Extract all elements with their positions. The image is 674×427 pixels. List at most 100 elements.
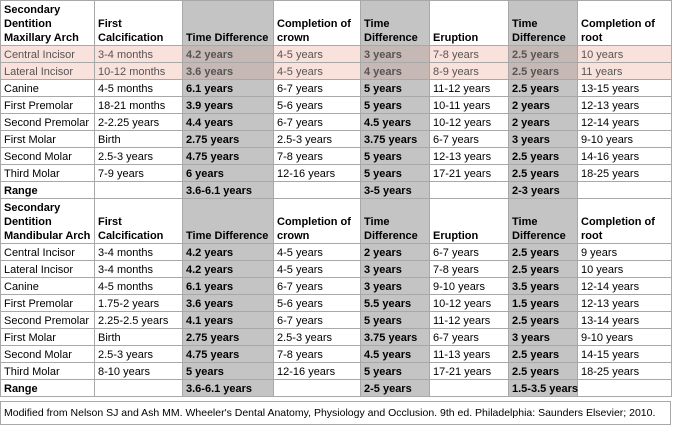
range-time-difference-3: 1.5-3.5 years [508, 379, 578, 397]
range-completion-of-root [577, 181, 672, 199]
range-completion-of-crown [273, 181, 361, 199]
cell-first-calcification: 3-4 months [94, 243, 183, 261]
cell-first-calcification: Birth [94, 130, 183, 148]
maxillary-header-time-difference-2: Time Difference [360, 0, 430, 46]
cell-time-difference-2: 3 years [360, 260, 430, 278]
cell-time-difference-1: 4.2 years [182, 260, 274, 278]
range-eruption [429, 181, 509, 199]
cell-eruption: 6-7 years [429, 130, 509, 148]
maxillary-range-row: Range 3.6-6.1 years 3-5 years 2-3 years [0, 181, 672, 199]
cell-eruption: 11-12 years [429, 311, 509, 329]
range-label: Range [0, 181, 95, 199]
cell-time-difference-3: 2.5 years [508, 243, 578, 261]
table-row: First Molar Birth 2.75 years 2.5-3 years 3.7… [0, 130, 672, 148]
cell-time-difference-1: 6 years [182, 164, 274, 182]
cell-completion-of-root: 14-16 years [577, 147, 672, 165]
cell-completion-of-crown: 7-8 years [273, 147, 361, 165]
cell-time-difference-1: 5 years [182, 362, 274, 380]
cell-eruption: 10-11 years [429, 96, 509, 114]
cell-completion-of-crown: 6-7 years [273, 311, 361, 329]
cell-completion-of-root: 12-14 years [577, 113, 672, 131]
mandibular-header-tooth: Secondary Dentition Mandibular Arch [0, 198, 95, 244]
cell-first-calcification: 7-9 years [94, 164, 183, 182]
cell-first-calcification: 2.25-2.5 years [94, 311, 183, 329]
range-time-difference-2: 2-5 years [360, 379, 430, 397]
cell-time-difference-2: 5 years [360, 362, 430, 380]
cell-completion-of-crown: 2.5-3 years [273, 130, 361, 148]
cell-time-difference-2: 3.75 years [360, 328, 430, 346]
cell-completion-of-root: 12-13 years [577, 294, 672, 312]
range-label: Range [0, 379, 95, 397]
cell-time-difference-3: 3 years [508, 328, 578, 346]
cell-eruption: 6-7 years [429, 243, 509, 261]
cell-tooth: Second Molar [0, 345, 95, 363]
mandibular-header-completion-of-root: Completion of root [577, 198, 672, 244]
cell-time-difference-3: 2.5 years [508, 45, 578, 63]
range-time-difference-1: 3.6-6.1 years [182, 181, 274, 199]
cell-eruption: 12-13 years [429, 147, 509, 165]
cell-time-difference-2: 3.75 years [360, 130, 430, 148]
range-time-difference-1: 3.6-6.1 years [182, 379, 274, 397]
cell-tooth: Third Molar [0, 362, 95, 380]
mandibular-header-time-difference-1: Time Difference [182, 198, 274, 244]
table-row: Second Molar 2.5-3 years 4.75 years 7-8 yea… [0, 147, 672, 165]
cell-first-calcification: 18-21 months [94, 96, 183, 114]
table-row: Lateral Incisor 3-4 months 4.2 years 4-5 ye… [0, 260, 672, 278]
cell-time-difference-3: 2.5 years [508, 147, 578, 165]
table-row: Third Molar 8-10 years 5 years 12-16 years 5… [0, 362, 672, 380]
citation-footnote: Modified from Nelson SJ and Ash MM. Whee… [0, 401, 671, 425]
cell-eruption: 10-12 years [429, 113, 509, 131]
cell-time-difference-3: 2.5 years [508, 164, 578, 182]
cell-time-difference-3: 2.5 years [508, 362, 578, 380]
cell-first-calcification: 8-10 years [94, 362, 183, 380]
maxillary-header-completion-of-crown: Completion of crown [273, 0, 361, 46]
table-row: First Premolar 18-21 months 3.9 years 5-6 y… [0, 96, 672, 114]
maxillary-header-time-difference-1: Time Difference [182, 0, 274, 46]
cell-completion-of-root: 10 years [577, 45, 672, 63]
cell-first-calcification: 2-2.25 years [94, 113, 183, 131]
cell-tooth: First Premolar [0, 294, 95, 312]
table-row: Second Premolar 2-2.25 years 4.4 years 6-7 … [0, 113, 672, 131]
cell-first-calcification: 4-5 months [94, 79, 183, 97]
cell-first-calcification: 4-5 months [94, 277, 183, 295]
cell-completion-of-crown: 6-7 years [273, 113, 361, 131]
cell-tooth: Third Molar [0, 164, 95, 182]
mandibular-header-completion-of-crown: Completion of crown [273, 198, 361, 244]
cell-time-difference-1: 6.1 years [182, 277, 274, 295]
cell-eruption: 10-12 years [429, 294, 509, 312]
cell-time-difference-2: 4.5 years [360, 345, 430, 363]
table-row: Second Molar 2.5-3 years 4.75 years 7-8 yea… [0, 345, 672, 363]
maxillary-header-first-calcification: First Calcification [94, 0, 183, 46]
cell-time-difference-3: 2.5 years [508, 345, 578, 363]
cell-completion-of-root: 12-13 years [577, 96, 672, 114]
cell-eruption: 7-8 years [429, 260, 509, 278]
cell-tooth: First Molar [0, 328, 95, 346]
table-row: First Premolar 1.75-2 years 3.6 years 5-6 y… [0, 294, 672, 312]
footnote-box: Modified from Nelson SJ and Ash MM. Whee… [0, 401, 671, 425]
cell-completion-of-root: 13-15 years [577, 79, 672, 97]
cell-time-difference-3: 3.5 years [508, 277, 578, 295]
range-first-calcification [94, 379, 183, 397]
cell-time-difference-3: 2.5 years [508, 311, 578, 329]
table-row: Canine 4-5 months 6.1 years 6-7 years 3 year… [0, 277, 672, 295]
cell-time-difference-2: 4.5 years [360, 113, 430, 131]
cell-tooth: Canine [0, 79, 95, 97]
maxillary-header-completion-of-root: Completion of root [577, 0, 672, 46]
cell-time-difference-3: 2 years [508, 96, 578, 114]
cell-eruption: 9-10 years [429, 277, 509, 295]
maxillary-header-time-difference-3: Time Difference [508, 0, 578, 46]
cell-tooth: Central Incisor [0, 243, 95, 261]
cell-completion-of-root: 18-25 years [577, 362, 672, 380]
cell-completion-of-crown: 6-7 years [273, 79, 361, 97]
cell-time-difference-2: 5 years [360, 96, 430, 114]
cell-time-difference-3: 2.5 years [508, 62, 578, 80]
cell-time-difference-1: 3.6 years [182, 62, 274, 80]
cell-eruption: 17-21 years [429, 362, 509, 380]
cell-time-difference-1: 3.9 years [182, 96, 274, 114]
cell-completion-of-crown: 4-5 years [273, 62, 361, 80]
mandibular-header-time-difference-3: Time Difference [508, 198, 578, 244]
cell-first-calcification: Birth [94, 328, 183, 346]
range-eruption [429, 379, 509, 397]
cell-completion-of-root: 9-10 years [577, 130, 672, 148]
cell-tooth: First Premolar [0, 96, 95, 114]
